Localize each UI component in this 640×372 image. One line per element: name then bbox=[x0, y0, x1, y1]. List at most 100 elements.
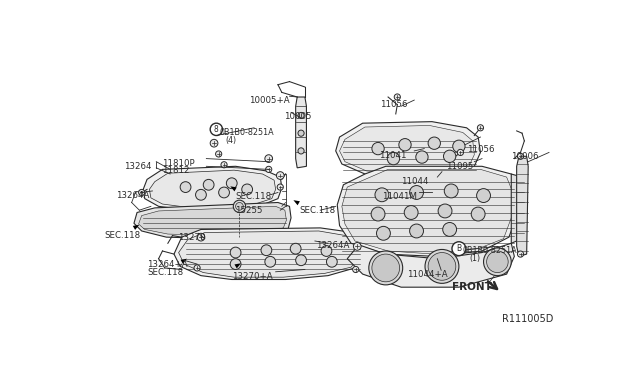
Circle shape bbox=[425, 250, 459, 283]
Circle shape bbox=[387, 153, 399, 165]
Text: 8: 8 bbox=[214, 125, 219, 134]
Polygon shape bbox=[143, 166, 282, 210]
Circle shape bbox=[216, 151, 221, 157]
Text: 11810P: 11810P bbox=[163, 158, 195, 168]
Text: 11056: 11056 bbox=[467, 145, 494, 154]
Circle shape bbox=[210, 140, 218, 147]
Text: 11812: 11812 bbox=[163, 166, 190, 175]
Circle shape bbox=[298, 112, 304, 119]
Polygon shape bbox=[511, 174, 524, 243]
Circle shape bbox=[452, 140, 465, 153]
Circle shape bbox=[219, 187, 230, 198]
Circle shape bbox=[194, 265, 200, 271]
Text: 10006: 10006 bbox=[511, 153, 539, 161]
Circle shape bbox=[376, 226, 390, 240]
Circle shape bbox=[369, 251, 403, 285]
Polygon shape bbox=[336, 122, 481, 177]
Polygon shape bbox=[293, 200, 300, 205]
Circle shape bbox=[486, 251, 508, 273]
Circle shape bbox=[227, 178, 237, 189]
Polygon shape bbox=[348, 243, 515, 287]
Text: 11044: 11044 bbox=[401, 177, 429, 186]
Circle shape bbox=[372, 254, 399, 282]
Circle shape bbox=[428, 253, 456, 280]
Text: 11095: 11095 bbox=[446, 163, 473, 171]
Polygon shape bbox=[134, 202, 291, 239]
Circle shape bbox=[204, 179, 214, 190]
Polygon shape bbox=[133, 225, 140, 230]
Circle shape bbox=[477, 125, 484, 131]
Circle shape bbox=[458, 150, 463, 155]
Circle shape bbox=[444, 150, 456, 163]
Circle shape bbox=[484, 248, 511, 276]
Circle shape bbox=[242, 184, 253, 195]
Circle shape bbox=[375, 188, 389, 202]
Polygon shape bbox=[340, 125, 474, 174]
Circle shape bbox=[321, 246, 332, 256]
Circle shape bbox=[326, 256, 337, 267]
Text: SEC.118: SEC.118 bbox=[236, 192, 272, 202]
Polygon shape bbox=[230, 186, 237, 192]
Circle shape bbox=[371, 207, 385, 221]
Text: 10005: 10005 bbox=[284, 112, 312, 121]
Text: 0B1B0-8251A: 0B1B0-8251A bbox=[220, 128, 274, 137]
Circle shape bbox=[517, 153, 524, 159]
Circle shape bbox=[399, 139, 411, 151]
Circle shape bbox=[416, 151, 428, 163]
Circle shape bbox=[210, 123, 223, 135]
Circle shape bbox=[221, 162, 227, 168]
Circle shape bbox=[428, 137, 440, 150]
Text: 13264: 13264 bbox=[124, 163, 152, 171]
Circle shape bbox=[438, 204, 452, 218]
Polygon shape bbox=[234, 263, 241, 269]
Circle shape bbox=[410, 186, 424, 199]
Circle shape bbox=[276, 172, 284, 179]
Polygon shape bbox=[342, 169, 513, 254]
Circle shape bbox=[266, 166, 272, 173]
Circle shape bbox=[196, 189, 206, 200]
Circle shape bbox=[444, 184, 458, 198]
Text: (1): (1) bbox=[469, 254, 480, 263]
Circle shape bbox=[394, 94, 401, 100]
Circle shape bbox=[410, 224, 424, 238]
Circle shape bbox=[372, 142, 384, 155]
Text: 13270: 13270 bbox=[178, 233, 205, 242]
Polygon shape bbox=[149, 170, 276, 208]
Circle shape bbox=[230, 259, 241, 269]
Circle shape bbox=[230, 247, 241, 258]
Text: 15255: 15255 bbox=[235, 206, 262, 215]
Polygon shape bbox=[337, 166, 519, 256]
Circle shape bbox=[265, 155, 273, 163]
Polygon shape bbox=[180, 259, 187, 264]
Text: 10005+A: 10005+A bbox=[250, 96, 290, 105]
Text: 11044+A: 11044+A bbox=[406, 270, 447, 279]
Circle shape bbox=[353, 266, 359, 273]
Circle shape bbox=[180, 182, 191, 192]
Circle shape bbox=[517, 251, 524, 257]
Text: 13264A: 13264A bbox=[316, 241, 350, 250]
Text: FRONT: FRONT bbox=[452, 282, 492, 292]
Text: 13264+A: 13264+A bbox=[147, 260, 188, 269]
Polygon shape bbox=[179, 231, 360, 277]
Circle shape bbox=[298, 148, 304, 154]
Circle shape bbox=[291, 243, 301, 254]
Circle shape bbox=[139, 189, 145, 196]
Circle shape bbox=[404, 206, 418, 219]
Circle shape bbox=[265, 256, 276, 267]
Circle shape bbox=[353, 243, 361, 250]
Polygon shape bbox=[174, 228, 365, 279]
Polygon shape bbox=[139, 206, 287, 235]
Circle shape bbox=[197, 233, 205, 241]
Circle shape bbox=[452, 242, 466, 256]
Text: 11041: 11041 bbox=[379, 151, 406, 160]
Text: SEC.118: SEC.118 bbox=[105, 231, 141, 240]
Circle shape bbox=[236, 202, 243, 210]
Text: 13270+A: 13270+A bbox=[232, 272, 273, 281]
Circle shape bbox=[477, 189, 490, 202]
Polygon shape bbox=[516, 156, 528, 256]
Text: R111005D: R111005D bbox=[502, 314, 554, 324]
Text: B: B bbox=[456, 244, 461, 253]
Circle shape bbox=[234, 200, 246, 212]
Circle shape bbox=[443, 222, 456, 236]
Circle shape bbox=[298, 130, 304, 136]
